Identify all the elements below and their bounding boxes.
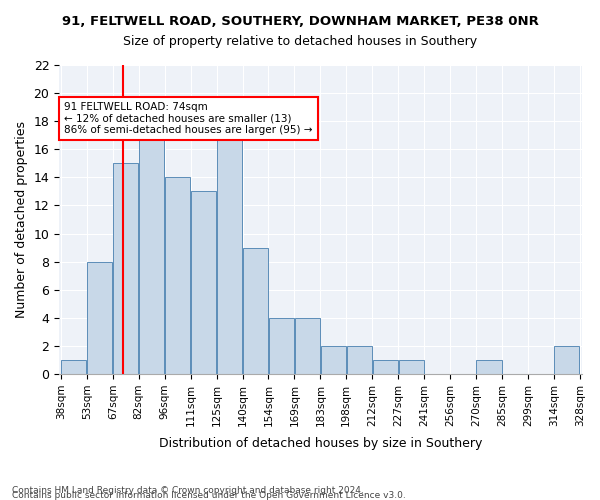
Bar [139,135,164,374]
Bar [269,318,294,374]
Bar [373,360,398,374]
Bar [165,178,190,374]
X-axis label: Distribution of detached houses by size in Southery: Distribution of detached houses by size … [158,437,482,450]
Text: Size of property relative to detached houses in Southery: Size of property relative to detached ho… [123,35,477,48]
Bar [113,164,138,374]
Bar [554,346,580,374]
Bar [87,262,112,374]
Bar [295,318,320,374]
Y-axis label: Number of detached properties: Number of detached properties [15,121,28,318]
Text: 91 FELTWELL ROAD: 74sqm
← 12% of detached houses are smaller (13)
86% of semi-de: 91 FELTWELL ROAD: 74sqm ← 12% of detache… [64,102,313,136]
Bar [398,360,424,374]
Text: Contains HM Land Registry data © Crown copyright and database right 2024.: Contains HM Land Registry data © Crown c… [12,486,364,495]
Bar [217,121,242,374]
Bar [347,346,372,374]
Bar [243,248,268,374]
Bar [191,192,216,374]
Bar [321,346,346,374]
Bar [476,360,502,374]
Text: 91, FELTWELL ROAD, SOUTHERY, DOWNHAM MARKET, PE38 0NR: 91, FELTWELL ROAD, SOUTHERY, DOWNHAM MAR… [62,15,538,28]
Text: Contains public sector information licensed under the Open Government Licence v3: Contains public sector information licen… [12,491,406,500]
Bar [61,360,86,374]
